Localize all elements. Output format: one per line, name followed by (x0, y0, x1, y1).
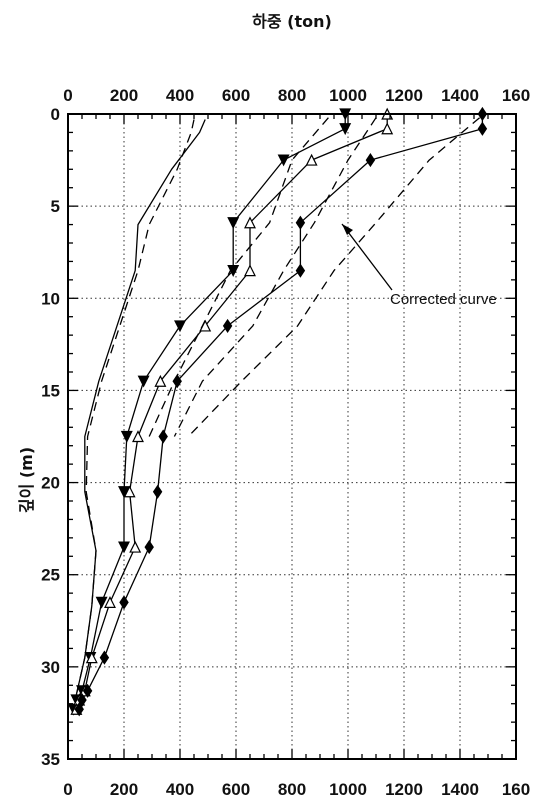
data-point-diamond (172, 374, 182, 389)
data-point-triangle-up-open (244, 216, 256, 229)
data-point-diamond (82, 683, 93, 698)
x-tick-label-top: 600 (222, 86, 250, 105)
axis-ticks (67, 113, 517, 760)
x-tick-label-top: 800 (278, 86, 306, 105)
y-tick-label: 20 (41, 474, 60, 493)
x-tick-label-bottom: 600 (222, 780, 250, 799)
y-tick-label: 10 (41, 289, 60, 308)
x-tick-label-top: 400 (166, 86, 194, 105)
data-point-triangle-down (120, 430, 133, 443)
x-tick-label-top: 1000 (329, 86, 367, 105)
data-point-triangle-down (227, 217, 240, 230)
x-tick-label-bottom: 200 (110, 780, 138, 799)
data-point-triangle-down (277, 154, 290, 167)
x-tick-label-bottom: 800 (278, 780, 306, 799)
data-point-triangle-down (137, 375, 150, 388)
data-point-triangle-up-open (129, 540, 142, 553)
data-point-triangle-up-open (199, 319, 212, 332)
data-point-triangle-up-open (132, 430, 144, 443)
series-line-5 (148, 117, 329, 437)
data-point-triangle-down (227, 265, 240, 277)
x-tick-label-top: 200 (110, 86, 138, 105)
data-point-diamond (99, 650, 110, 665)
y-tick-label: 30 (41, 658, 60, 677)
annotation-arrow (341, 223, 393, 291)
data-point-triangle-up-open (381, 122, 394, 135)
annotation-group: Corrected curve (341, 223, 497, 308)
series-line-4 (78, 114, 484, 710)
data-point-triangle-up-open (85, 651, 98, 664)
x-tick-label-bottom: 160 (502, 780, 530, 799)
series-line-7 (187, 117, 481, 437)
x-tick-label-top: 0 (63, 86, 72, 105)
x-tick-label-top: 1400 (441, 86, 479, 105)
data-point-triangle-down (118, 541, 130, 554)
x-tick-label-top: 160 (502, 86, 530, 105)
series-line-2 (72, 114, 346, 710)
x-tick-label-top: 1200 (385, 86, 423, 105)
data-point-diamond (158, 429, 168, 444)
data-point-diamond (222, 318, 233, 334)
data-point-diamond (152, 484, 163, 499)
data-point-triangle-up-open (305, 153, 318, 166)
tick-labels: 0020020040040060060080080010001000120012… (41, 86, 530, 799)
y-axis-title: 깊이 (m) (17, 447, 36, 513)
series-line-3 (75, 114, 388, 710)
data-point-triangle-down (339, 123, 352, 136)
data-point-triangle-up-open (154, 374, 167, 387)
x-tick-label-bottom: 0 (63, 780, 72, 799)
series-line-1 (72, 119, 195, 713)
y-tick-label: 5 (51, 197, 60, 216)
data-point-triangle-down (174, 320, 186, 333)
x-tick-label-bottom: 1000 (329, 780, 367, 799)
x-tick-label-bottom: 400 (166, 780, 194, 799)
series-line-6 (173, 117, 377, 437)
data-point-diamond (477, 121, 488, 136)
annotation-arrowhead (342, 224, 353, 235)
data-point-triangle-up-open (244, 264, 256, 277)
x-tick-label-bottom: 1400 (441, 780, 479, 799)
x-axis-title: 하중 (ton) (252, 12, 332, 31)
y-tick-label: 0 (51, 105, 60, 124)
data-point-diamond (365, 152, 376, 168)
data-point-diamond (119, 595, 129, 610)
data-point-diamond (144, 539, 154, 555)
data-point-diamond (295, 263, 306, 278)
data-point-triangle-up-open (104, 596, 116, 608)
y-tick-label: 35 (41, 750, 60, 769)
data-point-triangle-down (95, 596, 108, 609)
y-tick-label: 25 (41, 566, 60, 585)
data-point-diamond (295, 215, 306, 230)
series-layer (72, 114, 484, 713)
annotation-text: Corrected curve (390, 291, 497, 308)
data-point-triangle-up-open (123, 485, 136, 498)
data-point-diamond (74, 702, 84, 717)
x-tick-label-bottom: 1200 (385, 780, 423, 799)
data-point-diamond (77, 692, 87, 708)
y-tick-label: 15 (41, 381, 60, 400)
series-line-0 (72, 119, 206, 713)
